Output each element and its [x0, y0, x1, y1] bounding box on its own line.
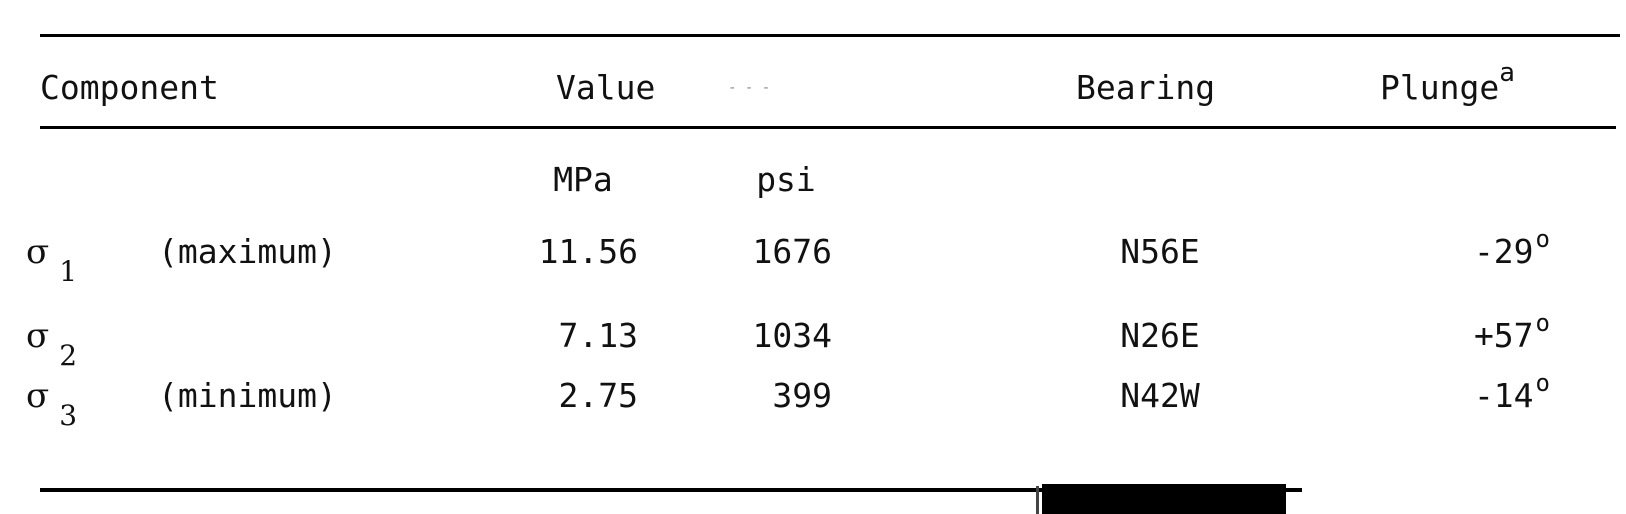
unit-mpa: MPa — [553, 160, 613, 199]
plunge-value: -29o — [1473, 225, 1550, 271]
scan-artifact-bar — [1042, 484, 1286, 514]
plunge-value: -14o — [1473, 369, 1550, 415]
plunge-value: +57o — [1473, 309, 1550, 355]
top-rule — [40, 34, 1620, 37]
bottom-rule — [40, 488, 1302, 492]
bearing-value: N26E — [1120, 316, 1200, 355]
row-desc: (maximum) — [158, 232, 337, 271]
degree-symbol: o — [1535, 225, 1550, 253]
bearing-value: N56E — [1120, 232, 1200, 271]
header-plunge: Plungea — [1380, 58, 1580, 111]
footnote-marker: a — [1499, 58, 1515, 88]
degree-symbol: o — [1535, 309, 1550, 337]
value-psi: 1034 — [752, 316, 832, 355]
header-plunge-label: Plunge — [1380, 68, 1500, 107]
scan-noise: - - - — [728, 80, 771, 96]
value-mpa: 7.13 — [558, 316, 638, 355]
value-psi: 399 — [772, 376, 832, 415]
value-psi: 1676 — [752, 232, 832, 271]
unit-psi: psi — [756, 160, 816, 199]
value-mpa: 11.56 — [538, 232, 638, 271]
header-value: Value — [556, 68, 656, 107]
header-rule — [40, 126, 1616, 129]
bearing-value: N42W — [1120, 376, 1200, 415]
header-bearing: Bearing — [1076, 68, 1216, 107]
header-component: Component — [40, 68, 219, 107]
value-mpa: 2.75 — [558, 376, 638, 415]
scan-artifact-line — [1036, 486, 1039, 514]
degree-symbol: o — [1535, 369, 1550, 397]
row-desc: (minimum) — [158, 376, 337, 415]
